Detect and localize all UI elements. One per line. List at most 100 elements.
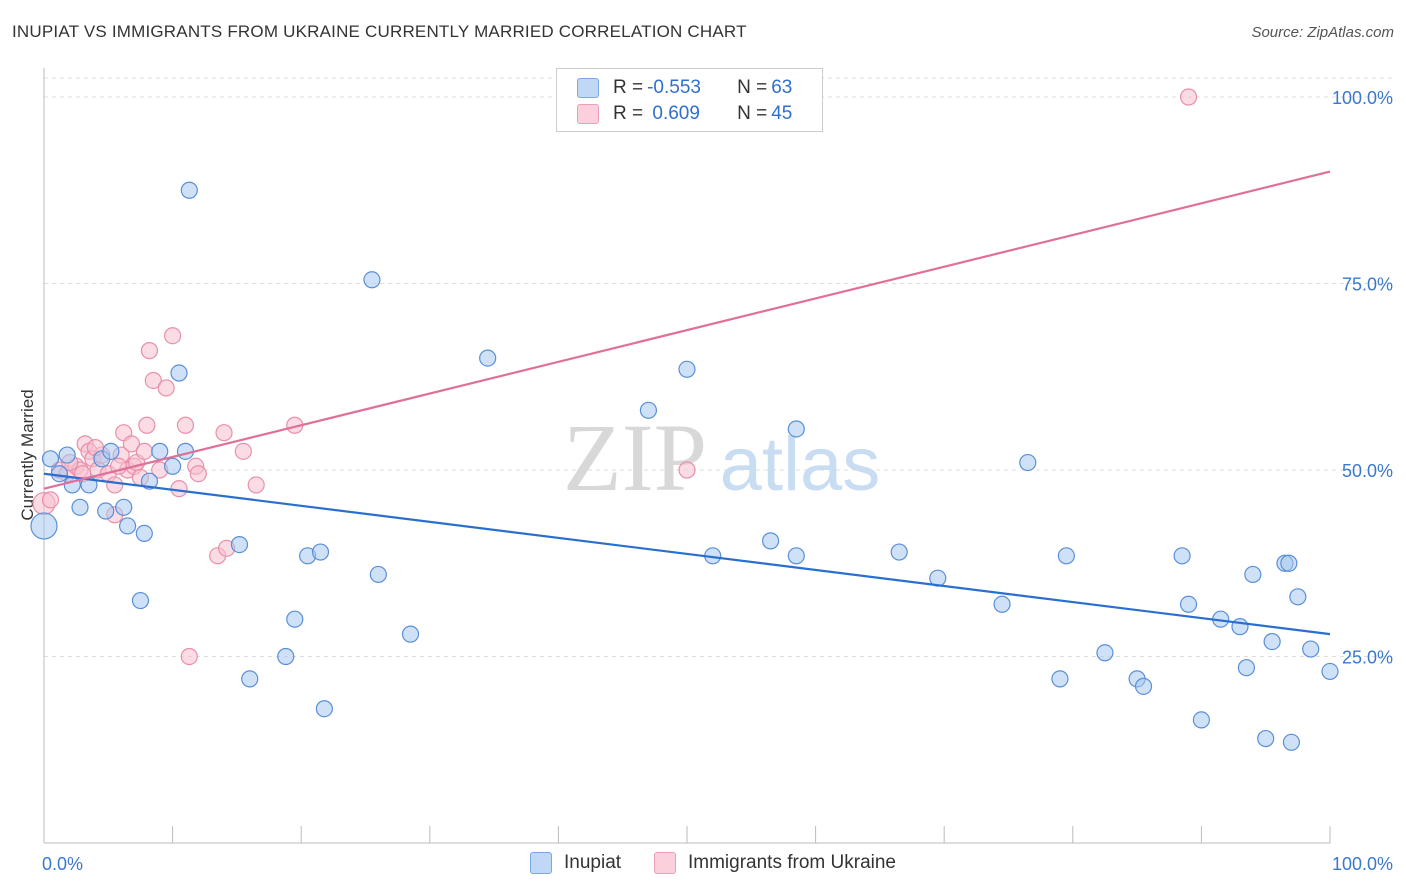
legend-swatch-blue: [577, 78, 599, 98]
legend-item-inupiat[interactable]: Inupiat: [530, 852, 621, 874]
ukraine-point: [135, 442, 153, 460]
inupiat-point: [363, 271, 381, 289]
series-legend: Inupiat Immigrants from Ukraine: [0, 852, 1406, 878]
y-tick-label: 50.0%: [1342, 461, 1393, 481]
inupiat-point: [315, 700, 333, 718]
inupiat-point: [151, 442, 169, 460]
inupiat-point: [58, 446, 76, 464]
legend-r-label: R =: [613, 103, 644, 124]
inupiat-point: [164, 457, 182, 475]
stats-legend: R = -0.553 N = 63 R = 0.609 N = 45: [556, 68, 823, 132]
inupiat-point: [170, 364, 188, 382]
y-tick-label: 25.0%: [1342, 648, 1393, 668]
ukraine-point: [140, 342, 159, 360]
grid-lines: [44, 77, 1392, 657]
trend-lines: [43, 170, 1331, 636]
ukraine-point: [138, 416, 156, 434]
ukraine-point: [144, 371, 162, 390]
inupiat-point: [1192, 711, 1211, 729]
inupiat-point: [401, 625, 420, 643]
inupiat-point: [678, 360, 696, 378]
inupiat-points: [30, 181, 1339, 751]
inupiat-point: [286, 610, 304, 628]
source-label: Source: ZipAtlas.com: [1251, 24, 1394, 41]
ukraine-point: [176, 416, 195, 434]
inupiat-point: [1237, 659, 1256, 677]
inupiat-point: [102, 442, 120, 460]
inupiat-point: [890, 543, 908, 561]
ukraine-point: [122, 435, 141, 453]
y-tick-label: 75.0%: [1342, 275, 1393, 295]
inupiat-point: [1263, 632, 1281, 651]
inupiat-point: [311, 543, 330, 561]
inupiat-point: [1280, 554, 1298, 572]
inupiat-point: [1019, 453, 1037, 472]
ukraine-point: [678, 461, 696, 479]
ukraine-point: [215, 424, 233, 442]
legend-item-ukraine[interactable]: Immigrants from Ukraine: [654, 852, 896, 874]
inupiat-point: [1302, 640, 1320, 658]
chart-title: INUPIAT VS IMMIGRANTS FROM UKRAINE CURRE…: [12, 22, 747, 41]
inupiat-point: [135, 524, 153, 543]
inupiat-point: [50, 465, 69, 483]
inupiat-point: [639, 401, 658, 419]
inupiat-point: [1321, 662, 1339, 681]
inupiat-point: [1282, 733, 1301, 751]
inupiat-point: [1244, 565, 1262, 584]
legend-r-value: 0.609: [647, 103, 700, 124]
legend-label: Immigrants from Ukraine: [688, 852, 896, 873]
inupiat-point: [118, 517, 137, 535]
ukraine-point: [189, 465, 207, 483]
y-tick-label: 100.0%: [1332, 88, 1393, 108]
ukraine-point: [247, 476, 265, 494]
inupiat-point: [41, 450, 60, 468]
inupiat-trend-line: [43, 472, 1331, 636]
inupiat-point: [140, 472, 159, 490]
inupiat-point: [115, 498, 133, 516]
ukraine-point: [106, 476, 124, 494]
watermark: ZIP atlas: [563, 404, 880, 511]
legend-row-inupiat: R = -0.553 N = 63: [577, 77, 792, 99]
inupiat-point: [1096, 644, 1114, 662]
tick-labels: 25.0% 50.0% 75.0% 100.0% 0.0% 100.0%: [42, 88, 1393, 874]
inupiat-point: [277, 647, 295, 666]
legend-swatch-pink: [577, 104, 599, 124]
legend-n-value: 45: [771, 103, 793, 124]
inupiat-point: [1231, 618, 1249, 636]
ukraine-point: [1179, 88, 1198, 106]
inupiat-point: [180, 181, 198, 199]
ukraine-point: [164, 327, 182, 345]
ukraine-points: [32, 88, 1198, 666]
inupiat-point: [1173, 547, 1191, 565]
inupiat-point: [1057, 547, 1075, 565]
inupiat-point: [1134, 677, 1153, 695]
inupiat-point: [97, 502, 115, 520]
legend-n-label: N =: [737, 77, 768, 98]
x-tick-label: 100.0%: [1332, 854, 1393, 874]
legend-n-value: 63: [771, 77, 793, 98]
inupiat-point: [787, 420, 805, 438]
ukraine-point: [170, 480, 188, 498]
ukraine-trend-line: [43, 170, 1331, 490]
legend-label: Inupiat: [564, 852, 622, 873]
inupiat-point: [787, 547, 805, 565]
watermark-zip: ZIP: [563, 404, 707, 511]
inupiat-point: [993, 595, 1011, 613]
legend-r-value: -0.553: [647, 77, 701, 98]
inupiat-point: [71, 498, 89, 516]
ukraine-point: [157, 379, 175, 397]
inupiat-point: [1289, 588, 1307, 606]
inupiat-point: [1179, 595, 1198, 613]
ukraine-point: [180, 647, 198, 666]
legend-row-ukraine: R = 0.609 N = 45: [577, 103, 792, 125]
inupiat-point: [761, 532, 780, 550]
inupiat-point: [369, 565, 387, 584]
inupiat-point: [131, 591, 150, 610]
ukraine-point: [234, 442, 252, 460]
x-tick-label: 0.0%: [42, 854, 83, 874]
ukraine-point: [41, 491, 60, 509]
legend-swatch-pink: [654, 852, 676, 874]
inupiat-point: [1051, 670, 1069, 688]
legend-swatch-blue: [530, 852, 552, 874]
